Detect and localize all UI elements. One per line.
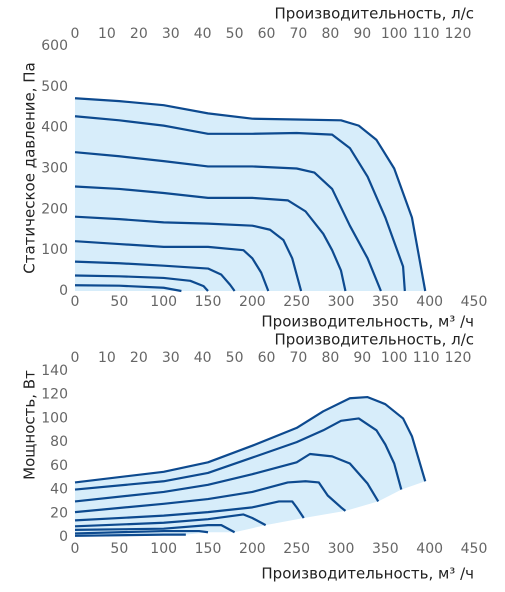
curve — [74, 240, 270, 292]
x2-tick-label: 110 — [413, 350, 440, 366]
x2-axis-title: Производительность, л/с — [275, 331, 474, 349]
x2-tick-label: 60 — [258, 26, 276, 42]
x2-tick-label: 0 — [71, 26, 80, 42]
x2-tick-label: 70 — [290, 26, 308, 42]
x2-tick-label: 80 — [321, 26, 339, 42]
x2-tick-label: 70 — [290, 350, 308, 366]
x2-tick-label: 120 — [445, 26, 472, 42]
x2-tick-label: 100 — [381, 26, 408, 42]
curve — [74, 395, 427, 484]
x-axis-title: Производительность, м³ /ч — [261, 313, 474, 331]
shaded-area — [75, 98, 426, 292]
curve — [74, 452, 380, 503]
curve — [74, 284, 182, 293]
x-tick-label: 300 — [328, 294, 355, 310]
x2-tick-label: 10 — [98, 350, 116, 366]
curve — [74, 513, 267, 528]
x-tick-label: 200 — [239, 541, 266, 557]
curve — [74, 480, 347, 514]
x-tick-label: 400 — [416, 294, 443, 310]
y-tick-label: 300 — [41, 161, 68, 177]
x2-tick-label: 90 — [353, 26, 371, 42]
x-tick-label: 50 — [110, 294, 128, 310]
x2-tick-label: 50 — [226, 350, 244, 366]
curve — [74, 417, 403, 491]
x2-tick-label: 30 — [162, 26, 180, 42]
x-tick-label: 100 — [150, 541, 177, 557]
x-tick-label: 150 — [195, 294, 222, 310]
curve — [74, 529, 209, 535]
x-tick-label: 300 — [328, 541, 355, 557]
x-tick-label: 350 — [372, 294, 399, 310]
x2-tick-label: 120 — [445, 350, 472, 366]
curve — [74, 151, 382, 292]
y-tick-label: 20 — [50, 505, 68, 521]
y-tick-label: 60 — [50, 458, 68, 474]
y-tick-label: 80 — [50, 434, 68, 450]
curve — [74, 215, 303, 292]
y-tick-label: 40 — [50, 482, 68, 498]
y-tick-label: 200 — [41, 201, 68, 217]
x2-tick-label: 40 — [194, 26, 212, 42]
curve — [74, 524, 236, 534]
curve — [74, 500, 305, 522]
x-tick-label: 250 — [283, 541, 310, 557]
curve — [74, 97, 427, 292]
x-tick-label: 450 — [461, 541, 488, 557]
x2-tick-label: 30 — [162, 350, 180, 366]
x2-tick-label: 10 — [98, 26, 116, 42]
y-tick-label: 100 — [41, 410, 68, 426]
y-tick-label: 140 — [41, 363, 68, 379]
x-tick-label: 50 — [110, 541, 128, 557]
curve — [74, 260, 236, 292]
x-tick-label: 100 — [150, 294, 177, 310]
x-tick-label: 0 — [71, 541, 80, 557]
x-tick-label: 0 — [71, 294, 80, 310]
curve — [74, 274, 209, 292]
x2-tick-label: 0 — [71, 350, 80, 366]
x2-tick-label: 90 — [353, 350, 371, 366]
y-tick-label: 500 — [41, 79, 68, 95]
curve — [74, 185, 347, 292]
x2-tick-label: 40 — [194, 350, 212, 366]
x2-tick-label: 80 — [321, 350, 339, 366]
curve — [74, 115, 406, 292]
x2-tick-label: 60 — [258, 350, 276, 366]
y-tick-label: 400 — [41, 120, 68, 136]
x2-tick-label: 20 — [130, 26, 148, 42]
x2-tick-label: 110 — [413, 26, 440, 42]
x-tick-label: 400 — [416, 541, 443, 557]
x-tick-label: 350 — [372, 541, 399, 557]
x2-axis-title: Производительность, л/с — [275, 5, 474, 23]
curve — [74, 533, 186, 537]
x-tick-label: 200 — [239, 294, 266, 310]
y-tick-label: 100 — [41, 242, 68, 258]
x-axis-title: Производительность, м³ /ч — [261, 565, 474, 583]
x2-tick-label: 50 — [226, 26, 244, 42]
y-axis-title: Мощность, Вт — [21, 370, 39, 480]
y-tick-label: 0 — [59, 529, 68, 545]
y-axis-title: Статическое давление, Па — [21, 62, 39, 273]
x2-tick-label: 100 — [381, 350, 408, 366]
y-tick-label: 120 — [41, 387, 68, 403]
shaded-area — [75, 397, 426, 537]
x-tick-label: 250 — [283, 294, 310, 310]
x2-tick-label: 20 — [130, 350, 148, 366]
y-tick-label: 600 — [41, 38, 68, 54]
x-tick-label: 450 — [461, 294, 488, 310]
y-tick-label: 0 — [59, 283, 68, 299]
x-tick-label: 150 — [195, 541, 222, 557]
